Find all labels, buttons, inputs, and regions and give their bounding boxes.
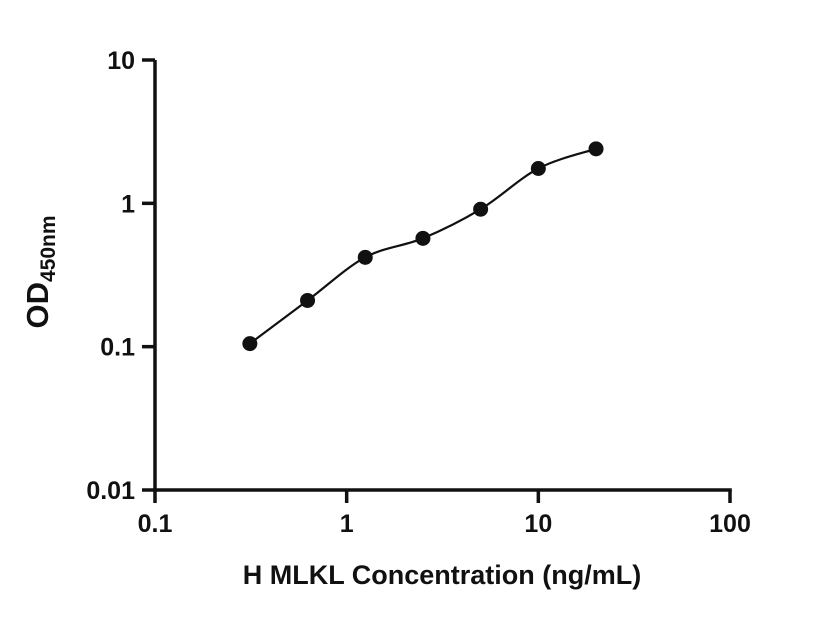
data-point (242, 336, 258, 352)
x-axis-title: H MLKL Concentration (ng/mL) (243, 560, 641, 590)
y-axis-title-main: OD (20, 282, 55, 329)
x-tick-label: 1 (340, 510, 354, 538)
x-tick-label: 100 (709, 510, 751, 538)
y-axis-title-subscript: 450nm (37, 215, 60, 282)
data-point (530, 160, 546, 176)
y-tick-label: 10 (107, 47, 135, 75)
y-tick-label: 1 (121, 190, 135, 218)
data-point (357, 249, 373, 265)
y-tick-label: 0.01 (86, 477, 135, 505)
x-tick-label: 10 (524, 510, 552, 538)
fit-curve-line (249, 147, 597, 345)
data-point (415, 230, 431, 246)
data-point (588, 141, 604, 157)
data-point (473, 201, 489, 217)
y-axis-title: OD450nm (20, 215, 60, 328)
x-tick-label: 0.1 (138, 510, 173, 538)
data-point (300, 292, 316, 308)
y-tick-label: 0.1 (100, 334, 135, 362)
